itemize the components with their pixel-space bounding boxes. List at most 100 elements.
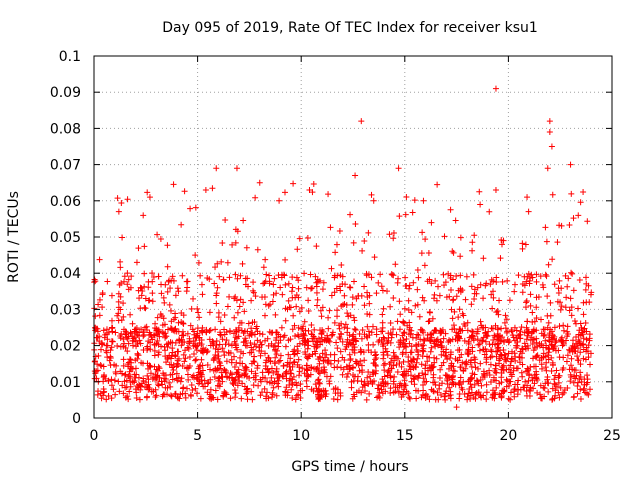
data-point (136, 396, 143, 403)
data-point (283, 368, 290, 375)
data-point (212, 345, 219, 352)
data-point (298, 304, 305, 311)
data-point (200, 383, 207, 390)
data-point (379, 376, 386, 383)
data-point (352, 221, 359, 228)
data-point (343, 343, 350, 350)
data-point (413, 359, 420, 366)
data-point (168, 361, 175, 368)
data-point (111, 377, 118, 384)
data-point (549, 191, 556, 198)
data-point (380, 378, 387, 385)
data-point (375, 385, 382, 392)
data-point (319, 350, 326, 357)
data-point (455, 314, 462, 321)
data-point (296, 340, 303, 347)
data-point (420, 336, 427, 343)
data-point (573, 334, 580, 341)
y-tick-label: 0.05 (50, 230, 81, 246)
data-point (428, 386, 435, 393)
data-point (108, 376, 115, 383)
data-point (265, 354, 272, 361)
data-point (120, 356, 127, 363)
data-point (103, 347, 110, 354)
data-point (408, 372, 415, 379)
data-point (405, 358, 412, 365)
data-point (502, 325, 509, 332)
data-point (453, 329, 460, 336)
data-point (304, 235, 311, 242)
data-point (557, 306, 564, 313)
data-point (272, 346, 279, 353)
data-point (123, 377, 130, 384)
data-point (432, 277, 439, 284)
data-point (214, 260, 221, 267)
data-point (204, 362, 211, 369)
data-point (287, 355, 294, 362)
data-point (551, 281, 558, 288)
data-point (337, 330, 344, 337)
data-point (540, 284, 547, 291)
data-point (164, 288, 171, 295)
data-point (122, 394, 129, 401)
data-point (363, 272, 370, 279)
data-point (378, 328, 385, 335)
data-point (125, 276, 132, 283)
data-point (477, 360, 484, 367)
data-point (210, 339, 217, 346)
data-point (303, 377, 310, 384)
data-point (224, 303, 231, 310)
data-point (116, 281, 123, 288)
data-point (468, 301, 475, 308)
data-point (410, 279, 417, 286)
data-point (496, 380, 503, 387)
data-point (437, 366, 444, 373)
data-point (540, 354, 547, 361)
data-point (144, 383, 151, 390)
data-point (557, 384, 564, 391)
data-point (420, 345, 427, 352)
data-point (462, 323, 469, 330)
data-point (400, 391, 407, 398)
data-point (531, 318, 538, 325)
data-point (438, 351, 445, 358)
data-point (100, 363, 107, 370)
data-point (147, 346, 154, 353)
data-point (122, 371, 129, 378)
data-point (250, 382, 257, 389)
data-point (369, 369, 376, 376)
data-point (368, 191, 375, 198)
data-point (262, 337, 269, 344)
data-point (511, 386, 518, 393)
data-point (452, 217, 459, 224)
data-point (225, 349, 232, 356)
data-point (289, 326, 296, 333)
data-point (364, 310, 371, 317)
data-point (259, 369, 266, 376)
data-point (272, 360, 279, 367)
data-point (169, 364, 176, 371)
data-point (206, 327, 213, 334)
data-point (313, 283, 320, 290)
data-point (115, 208, 122, 215)
data-point (262, 375, 269, 382)
data-point (435, 283, 442, 290)
data-point (448, 287, 455, 294)
data-point (314, 302, 321, 309)
data-point (496, 357, 503, 364)
data-point (123, 334, 130, 341)
data-point (198, 373, 205, 380)
data-point (376, 337, 383, 344)
data-point (269, 380, 276, 387)
data-point (124, 281, 131, 288)
data-point (155, 349, 162, 356)
data-point (275, 383, 282, 390)
data-point (268, 340, 275, 347)
data-point (148, 334, 155, 341)
data-point (199, 362, 206, 369)
data-point (487, 379, 494, 386)
data-point (405, 297, 412, 304)
data-point (313, 289, 320, 296)
data-point (380, 349, 387, 356)
data-point (560, 322, 567, 329)
